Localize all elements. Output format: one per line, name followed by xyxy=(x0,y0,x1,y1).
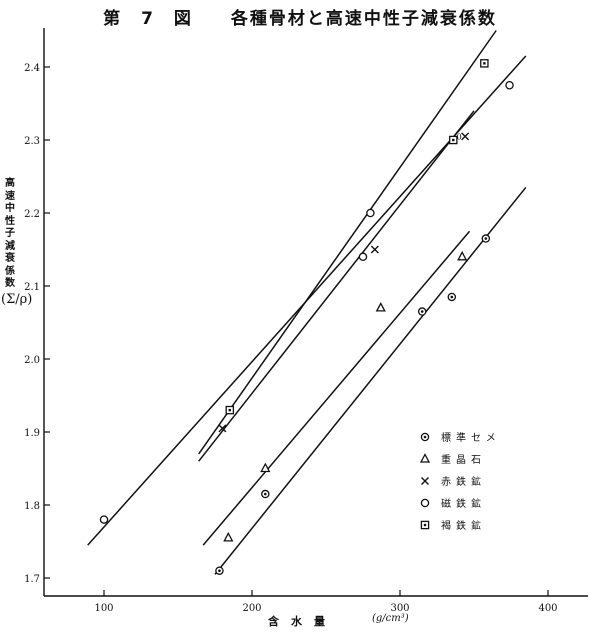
data-point xyxy=(99,515,109,524)
data-point xyxy=(449,135,458,145)
y-tick-label: 1.9 xyxy=(24,428,40,439)
y-tick-label: 2.3 xyxy=(24,136,40,147)
legend-marker xyxy=(420,432,430,442)
legend-label: 重晶石 xyxy=(441,453,486,466)
y-tick-label: 2.4 xyxy=(24,63,40,74)
data-point xyxy=(215,566,224,575)
legend-marker xyxy=(420,498,430,508)
fit-line xyxy=(202,230,471,546)
data-point xyxy=(481,234,491,243)
y-tick-label: 2.0 xyxy=(24,355,40,366)
legend-marker xyxy=(420,520,430,530)
fit-line xyxy=(198,30,497,455)
data-point xyxy=(447,292,457,302)
chart-title: 第 7 図 各種骨材と高速中性子減衰係数 xyxy=(103,9,497,29)
data-point xyxy=(505,81,514,90)
data-point xyxy=(417,307,427,316)
x-axis-label: 含水量 xyxy=(268,615,337,628)
legend-marker xyxy=(419,453,431,463)
x-tick-label: 300 xyxy=(390,603,409,614)
fit-line xyxy=(214,186,527,575)
data-point xyxy=(461,132,470,141)
legend-label: 磁鉄鉱 xyxy=(441,497,486,510)
data-point xyxy=(225,405,235,415)
y-axis-label: 高速中性子減衰係数 xyxy=(5,178,15,289)
data-point xyxy=(457,250,468,261)
y-tick-label: 2.1 xyxy=(24,282,40,293)
x-tick-label: 400 xyxy=(538,603,557,614)
x-tick-label: 100 xyxy=(94,603,113,614)
y-axis-unit: (Σ/ρ) xyxy=(1,292,33,307)
data-point xyxy=(223,531,234,542)
legend-label: 赤鉄鉱 xyxy=(441,475,486,488)
data-point xyxy=(261,489,270,499)
fit-line xyxy=(198,110,475,462)
y-tick-label: 1.7 xyxy=(24,574,40,585)
data-point xyxy=(375,302,386,312)
data-point xyxy=(218,424,227,433)
legend-label: 標準セメ xyxy=(441,431,501,444)
x-tick-label: 200 xyxy=(242,603,261,614)
y-tick-label: 1.8 xyxy=(24,501,40,512)
legend-label: 褐鉄鉱 xyxy=(441,519,486,532)
annotation-label: 0 xyxy=(457,132,462,141)
data-point xyxy=(260,462,271,473)
legend-marker xyxy=(421,477,429,485)
data-point xyxy=(370,245,379,254)
y-tick-label: 2.2 xyxy=(24,209,40,220)
data-point xyxy=(480,59,489,68)
data-point xyxy=(358,252,368,262)
data-point xyxy=(366,208,375,218)
x-axis-unit: (g/cm³) xyxy=(372,613,409,624)
